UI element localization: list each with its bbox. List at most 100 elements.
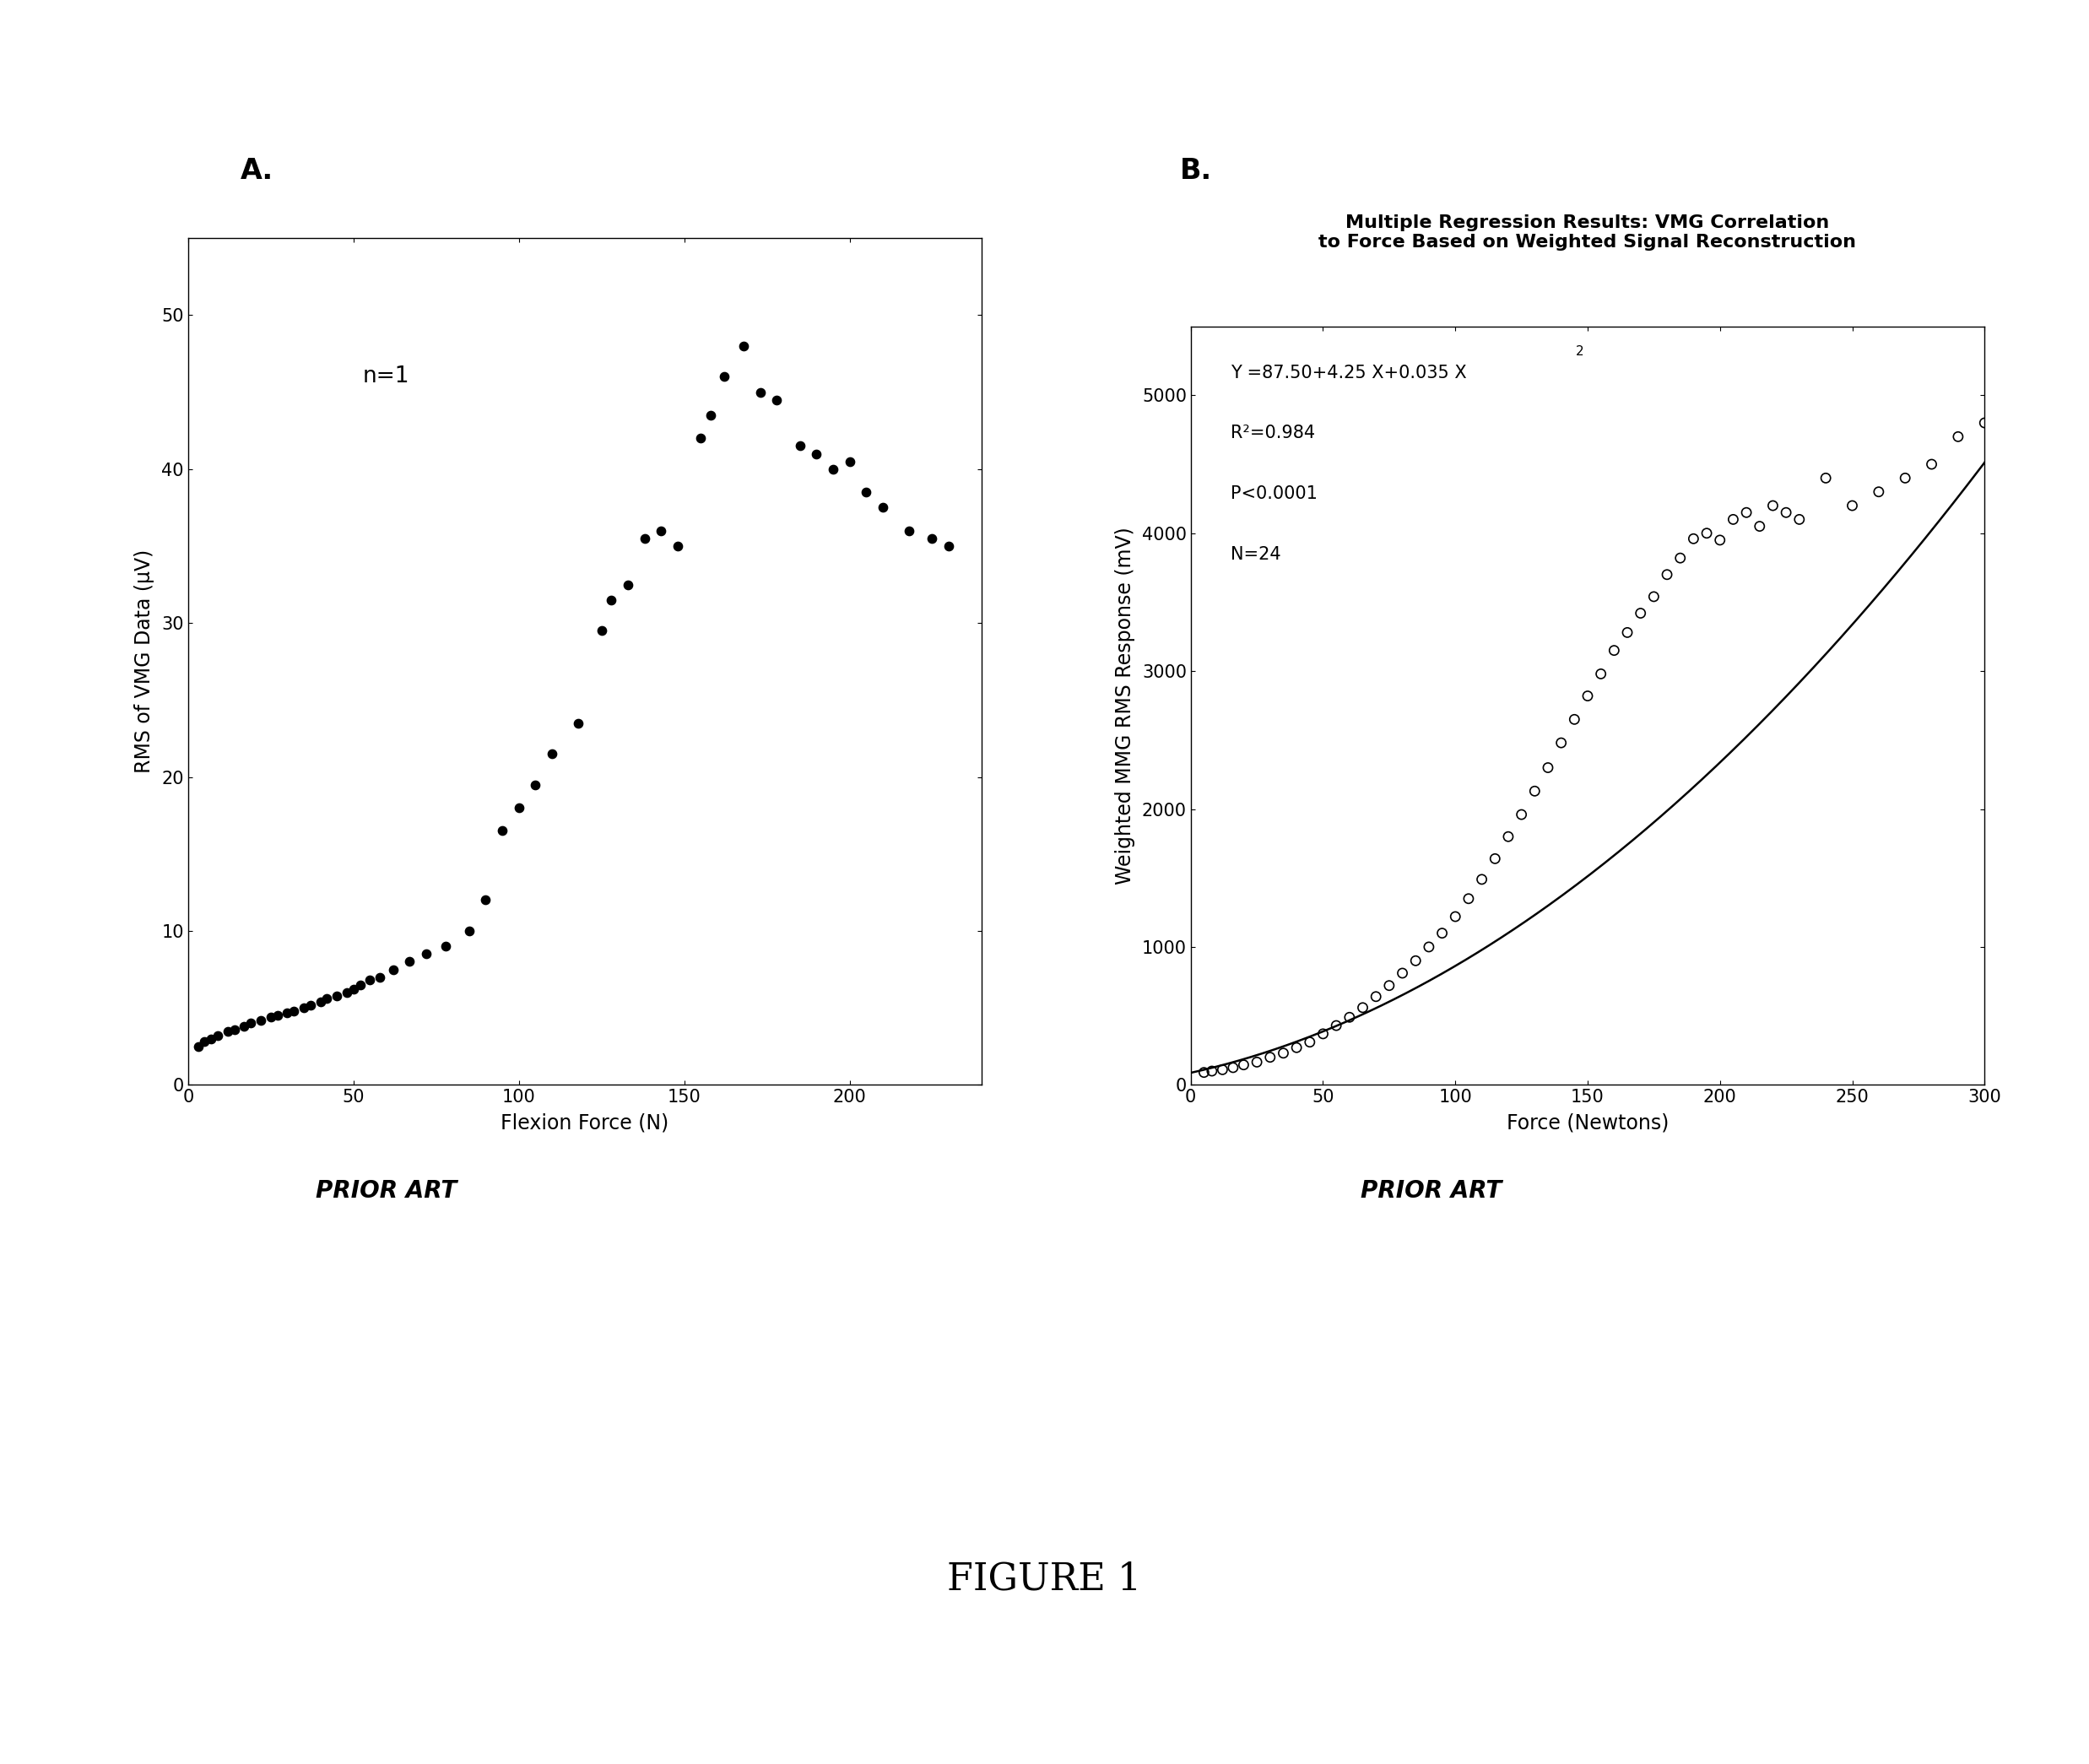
Point — [1385, 960, 1418, 988]
Text: P<0.0001: P<0.0001 — [1230, 485, 1318, 503]
Point — [376, 956, 409, 984]
Point — [727, 332, 760, 360]
Point — [834, 448, 867, 476]
Point — [612, 570, 646, 598]
Point — [1360, 983, 1393, 1011]
Point — [1372, 972, 1406, 1000]
Point — [1205, 1055, 1239, 1083]
Point — [1187, 1058, 1220, 1087]
Point — [1690, 519, 1723, 547]
Text: FIGURE 1: FIGURE 1 — [946, 1561, 1143, 1596]
Point — [201, 1021, 234, 1050]
Point — [1425, 919, 1458, 947]
Point — [188, 1028, 221, 1057]
Point — [1253, 1043, 1287, 1071]
Point — [320, 981, 353, 1009]
Point — [393, 947, 426, 975]
Point — [1216, 1053, 1249, 1081]
X-axis label: Force (Newtons): Force (Newtons) — [1506, 1113, 1669, 1132]
Point — [1452, 884, 1485, 912]
Point — [217, 1016, 251, 1044]
Point — [1333, 1004, 1366, 1032]
Point — [1519, 776, 1552, 804]
Point — [694, 400, 727, 429]
Point — [278, 997, 311, 1025]
Point — [660, 533, 694, 561]
Point — [194, 1025, 228, 1053]
Point — [683, 423, 717, 452]
Point — [535, 739, 568, 767]
Point — [1504, 801, 1538, 829]
Point — [1345, 993, 1379, 1021]
Point — [1439, 903, 1473, 931]
Point — [1400, 947, 1433, 975]
Point — [485, 817, 518, 845]
Point — [286, 993, 320, 1021]
Point — [428, 931, 462, 960]
Point — [1861, 478, 1895, 506]
Point — [1558, 706, 1592, 734]
Point — [468, 886, 503, 914]
Point — [343, 970, 376, 998]
Point — [915, 524, 948, 552]
Point — [309, 984, 343, 1013]
Point — [1479, 845, 1512, 873]
Point — [1531, 753, 1565, 781]
Point — [228, 1013, 261, 1041]
Point — [760, 386, 794, 415]
Point — [1544, 729, 1577, 757]
Point — [1293, 1028, 1327, 1057]
Point — [1769, 499, 1803, 527]
Point — [1492, 822, 1525, 850]
Point — [595, 586, 629, 614]
Point — [518, 771, 551, 799]
Point — [1571, 683, 1604, 711]
Point — [706, 363, 740, 392]
Point — [409, 940, 443, 968]
Point — [244, 1005, 278, 1034]
Y-axis label: Weighted MMG RMS Response (mV): Weighted MMG RMS Response (mV) — [1116, 527, 1134, 884]
Point — [1809, 464, 1842, 492]
Point — [1611, 619, 1644, 647]
Point — [1412, 933, 1446, 961]
Point — [1650, 561, 1684, 589]
Point — [800, 439, 834, 467]
X-axis label: Flexion Force (N): Flexion Force (N) — [501, 1113, 668, 1132]
Point — [182, 1032, 215, 1060]
Point — [850, 478, 884, 506]
Point — [1916, 450, 1949, 478]
Point — [1638, 582, 1671, 610]
Text: PRIOR ART: PRIOR ART — [315, 1178, 457, 1203]
Y-axis label: RMS of VMG Data (μV): RMS of VMG Data (μV) — [134, 550, 155, 773]
Point — [783, 432, 817, 460]
Point — [1717, 505, 1751, 533]
Point — [562, 709, 595, 737]
Point — [330, 979, 363, 1007]
Point — [336, 975, 370, 1004]
Point — [585, 617, 618, 646]
Point — [1968, 409, 2001, 437]
Point — [363, 963, 397, 991]
Text: Multiple Regression Results: VMG Correlation
to Force Based on Weighted Signal R: Multiple Regression Results: VMG Correla… — [1318, 213, 1857, 250]
Text: B.: B. — [1180, 157, 1212, 185]
Point — [1226, 1051, 1260, 1080]
Point — [1623, 600, 1657, 628]
Point — [1598, 637, 1632, 665]
Point — [211, 1016, 244, 1044]
Point — [501, 794, 535, 822]
Point — [255, 1004, 288, 1032]
Point — [1836, 492, 1870, 520]
Point — [1742, 512, 1776, 540]
Point — [643, 517, 677, 545]
Point — [744, 377, 777, 406]
Point — [1888, 464, 1922, 492]
Point — [865, 494, 898, 522]
Point — [1320, 1011, 1354, 1039]
Point — [1941, 423, 1974, 452]
Point — [1241, 1048, 1274, 1076]
Point — [272, 998, 305, 1027]
Point — [892, 517, 925, 545]
Point — [1583, 660, 1617, 688]
Point — [1703, 526, 1736, 554]
Text: 2: 2 — [1575, 346, 1583, 358]
